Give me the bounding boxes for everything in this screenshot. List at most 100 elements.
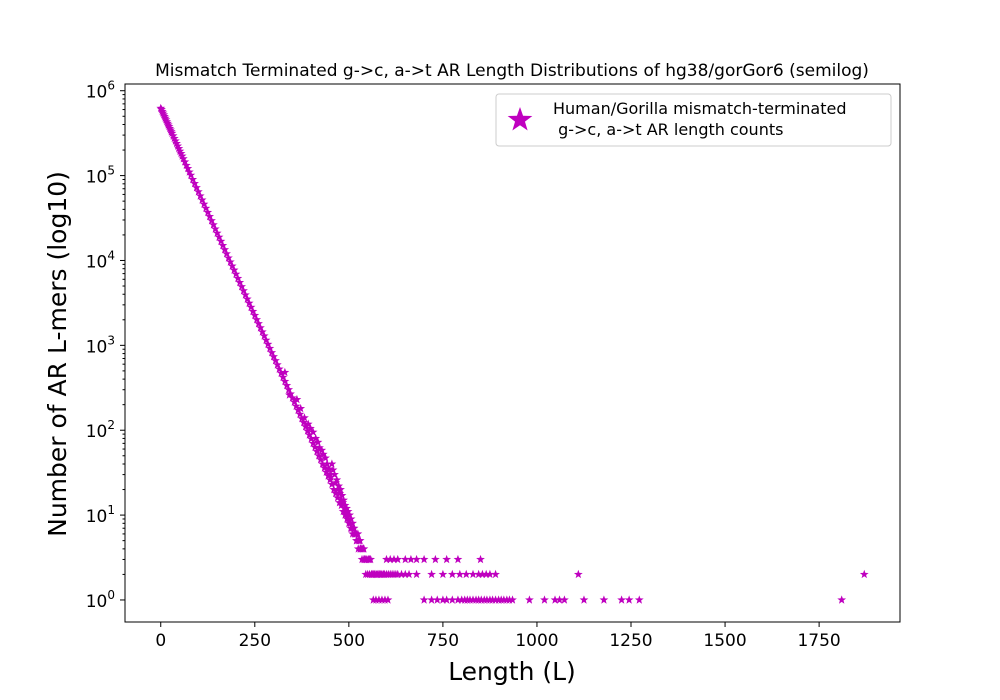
data-point-106 [329,484,339,494]
y-axis-ticks: 100 101 102 103 104 105 106 [86,79,125,612]
data-point-279 [837,595,847,604]
data-point-133 [280,367,290,377]
data-point-72 [265,343,275,353]
data-points [156,103,869,604]
x-tick-label-250: 250 [239,631,271,651]
data-point-135 [292,394,302,404]
data-point-140 [308,427,318,436]
data-point-79 [278,372,288,382]
data-point-58 [239,286,248,295]
data-point-224 [474,569,484,579]
data-point-78 [276,368,286,377]
data-point-38 [201,203,211,212]
data-point-233 [389,554,399,564]
data-point-246 [438,595,448,604]
legend: Human/Gorilla mismatch-terminated g->c, … [495,93,892,147]
data-point-90 [299,417,309,427]
data-point-214 [397,569,406,579]
data-point-32 [190,178,199,188]
data-point-80 [280,376,290,386]
data-point-218 [427,569,436,579]
data-point-93 [304,430,314,439]
data-point-151 [327,459,337,468]
data-point-137 [300,413,309,422]
x-axis-label: Length (L) [448,657,576,686]
data-point-239 [431,554,440,564]
data-point-270 [540,595,549,604]
plot-area [124,83,901,623]
data-point-74 [269,352,278,361]
data-point-67 [256,323,265,332]
data-point-273 [560,595,569,604]
data-point-19 [172,138,181,148]
data-point-195 [366,554,376,564]
data-point-234 [393,554,403,564]
data-point-63 [248,306,258,316]
data-point-171 [345,510,354,519]
data-point-138 [303,419,313,428]
data-point-268 [508,595,517,604]
data-point-147 [322,459,332,468]
data-point-53 [229,265,239,274]
data-point-271 [550,595,560,604]
y-tick-label-1000: 103 [86,333,115,357]
legend-entry-line-1: Human/Gorilla mismatch-terminated [553,99,847,118]
data-point-89 [297,414,307,423]
data-point-277 [624,595,634,604]
data-point-65 [252,315,262,324]
data-point-97 [312,446,322,456]
data-point-163 [339,495,348,504]
data-point-228 [491,569,500,579]
data-point-225 [478,569,487,579]
data-point-229 [573,569,583,579]
data-point-149 [325,469,335,479]
data-point-249 [453,595,463,604]
data-point-29 [184,167,194,176]
data-point-82 [284,385,294,394]
data-point-189 [359,544,369,553]
data-point-26 [180,157,190,166]
data-point-177 [349,523,359,532]
data-point-132 [383,595,393,604]
data-point-83 [286,389,295,398]
data-point-134 [285,390,294,399]
data-point-231 [382,554,391,564]
data-point-99 [316,455,326,464]
data-point-20 [173,141,183,150]
data-point-60 [242,294,252,303]
x-tick-label-750: 750 [427,631,459,651]
data-point-240 [442,554,452,564]
data-point-16 [168,131,178,140]
data-point-62 [246,302,256,311]
data-point-248 [447,595,457,604]
data-point-108 [333,493,342,502]
data-point-146 [321,453,330,462]
legend-star-icon [507,107,533,131]
data-point-49 [222,249,231,258]
data-point-269 [525,595,534,604]
data-point-145 [318,449,328,459]
data-point-95 [308,438,318,448]
data-point-143 [315,443,324,452]
data-point-175 [348,518,357,528]
data-point-66 [254,319,263,328]
data-point-27 [181,160,191,170]
data-point-148 [324,464,334,473]
data-point-213 [393,569,403,579]
data-point-136 [296,403,306,413]
data-point-105 [327,479,337,489]
data-point-155 [332,475,342,484]
data-point-34 [193,187,203,196]
data-point-272 [555,595,564,604]
data-point-182 [353,529,363,538]
data-point-244 [427,595,436,604]
x-tick-label-0: 0 [155,631,166,651]
data-point-230 [859,569,869,579]
data-point-77 [274,364,284,373]
data-point-46 [216,236,226,246]
data-point-245 [432,595,442,604]
data-point-107 [331,488,341,498]
data-point-157 [334,481,344,490]
data-point-73 [267,348,277,357]
data-point-242 [476,554,485,564]
